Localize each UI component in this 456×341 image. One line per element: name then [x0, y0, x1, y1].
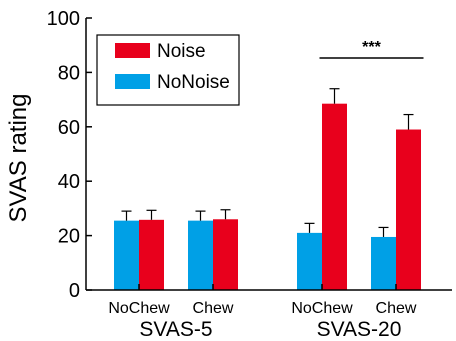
y-tick-label: 0 — [69, 280, 80, 302]
y-tick-label: 40 — [58, 171, 80, 193]
annotations: *** — [319, 39, 424, 59]
bar-noise — [213, 219, 238, 290]
x-category-label: Chew — [376, 300, 417, 317]
x-category-label: NoChew — [108, 300, 170, 317]
bar-noise — [139, 219, 164, 290]
bars-layer — [114, 88, 421, 291]
legend-label-nonoise: NoNoise — [157, 72, 230, 93]
bar-nonoise — [371, 236, 396, 290]
x-category-label: Chew — [193, 300, 234, 317]
x-group-label: SVAS-5 — [139, 318, 212, 341]
legend-label-noise: Noise — [157, 41, 206, 62]
bar-noise — [396, 129, 421, 290]
x-category-label: NoChew — [291, 300, 353, 317]
significance-label: *** — [362, 39, 381, 56]
y-tick-label: 80 — [58, 62, 80, 84]
y-axis-title: SVAS rating — [5, 94, 32, 223]
x-group-label: SVAS-20 — [317, 318, 402, 341]
y-tick-label: 20 — [58, 226, 80, 248]
legend-swatch-nonoise — [115, 74, 150, 89]
bar-noise — [322, 103, 347, 291]
bar-nonoise — [297, 232, 322, 290]
bar-nonoise — [188, 220, 213, 290]
bar-nonoise — [114, 220, 139, 290]
legend-swatch-noise — [115, 43, 150, 58]
y-tick-label: 100 — [47, 8, 80, 30]
y-tick-label: 60 — [58, 117, 80, 139]
legend: Noise NoNoise — [96, 34, 240, 106]
